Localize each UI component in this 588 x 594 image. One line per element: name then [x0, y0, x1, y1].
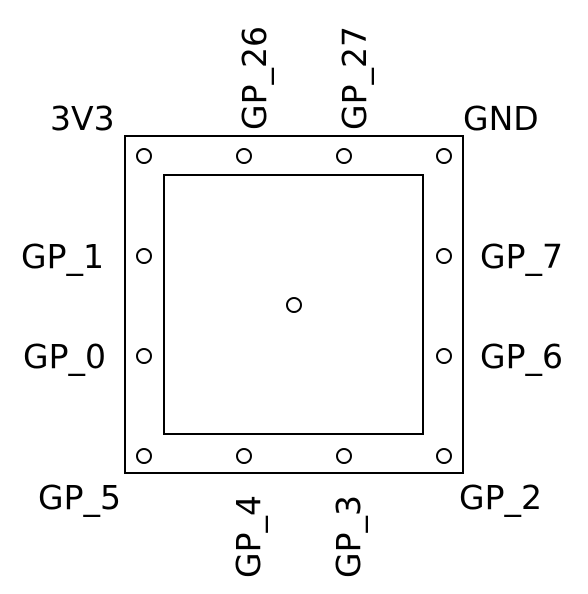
- pad-bottom-2: [336, 448, 352, 464]
- pad-top-right: [436, 148, 452, 164]
- label-right-2: GP_6: [480, 337, 563, 376]
- label-top-1: GP_26: [235, 26, 274, 130]
- pad-bottom-left: [136, 448, 152, 464]
- label-bottom-left: GP_5: [38, 478, 121, 517]
- pad-top-left: [136, 148, 152, 164]
- package-outline: [124, 135, 464, 474]
- label-left-1: GP_1: [21, 237, 104, 276]
- pad-top-1: [236, 148, 252, 164]
- pad-bottom-1: [236, 448, 252, 464]
- pad-bottom-right: [436, 448, 452, 464]
- pad-right-2: [436, 348, 452, 364]
- label-bottom-2: GP_3: [329, 495, 368, 578]
- pad-left-2: [136, 348, 152, 364]
- label-bottom-1: GP_4: [229, 495, 268, 578]
- label-top-left: 3V3: [50, 99, 115, 138]
- pad-top-2: [336, 148, 352, 164]
- die-outline: [163, 174, 424, 435]
- label-top-right: GND: [463, 99, 539, 138]
- label-left-2: GP_0: [23, 337, 106, 376]
- center-pad: [286, 297, 302, 313]
- pad-right-1: [436, 248, 452, 264]
- pad-left-1: [136, 248, 152, 264]
- label-bottom-right: GP_2: [459, 478, 542, 517]
- label-top-2: GP_27: [335, 26, 374, 130]
- label-right-1: GP_7: [480, 237, 563, 276]
